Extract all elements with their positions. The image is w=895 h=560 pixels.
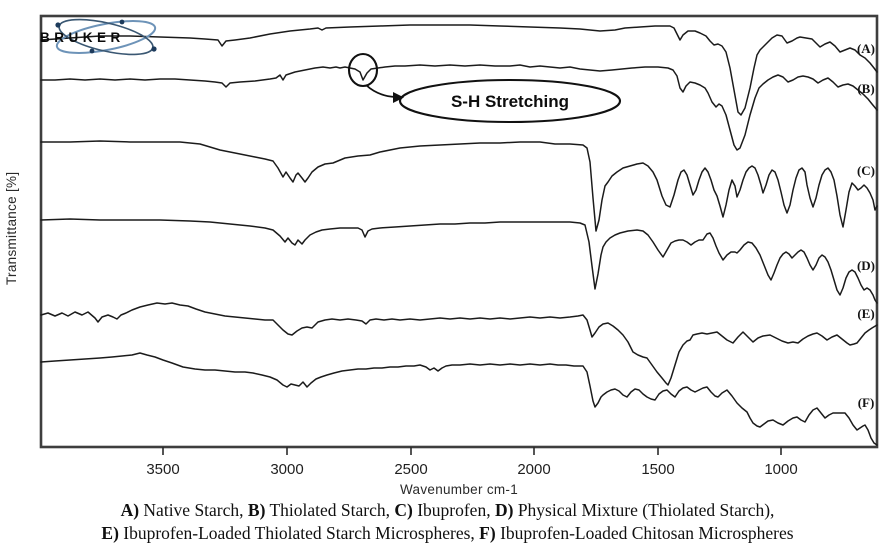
caption-key: D) <box>494 500 514 520</box>
bruker-orbit-icon <box>55 18 157 56</box>
caption-line-2: E) Ibuprofen-Loaded Thiolated Starch Mic… <box>101 523 794 543</box>
x-tick-label-1000: 1000 <box>764 461 797 478</box>
spectra-curves <box>40 24 878 446</box>
series-label-e: (E) <box>857 306 874 321</box>
x-axis-ticks: 3500 3000 2500 2000 1500 1000 <box>146 447 798 478</box>
spectra-plot-area: 3500 3000 2500 2000 1500 1000 (A) (B) (C) (D) (E)… <box>39 14 879 478</box>
spectrum-curve-a <box>40 24 878 116</box>
x-axis-label: Wavenumber cm-1 <box>399 482 519 497</box>
spectrum-curve-b <box>40 64 878 151</box>
series-label-b: (B) <box>857 81 874 96</box>
series-label-a: (A) <box>857 41 875 56</box>
caption-key: B) <box>247 500 266 520</box>
sh-stretching-annotation: S-H Stretching <box>347 52 622 124</box>
series-label-c: (C) <box>857 163 875 178</box>
sh-annotation-ellipse <box>398 78 622 124</box>
spectrum-curve-d <box>40 218 878 304</box>
figure-caption: A) Native Starch, B) Thiolated Starch, C… <box>0 499 895 545</box>
sh-annotation-label: S-H Stretching <box>451 92 569 111</box>
bruker-logo: BRUKER <box>40 18 157 56</box>
caption-key: E) <box>101 523 119 543</box>
x-tick-label-2000: 2000 <box>517 461 550 478</box>
spectrum-curve-f <box>40 352 878 446</box>
caption-key: C) <box>394 500 413 520</box>
x-tick-label-3000: 3000 <box>270 461 303 478</box>
bruker-logo-text: BRUKER <box>40 30 125 45</box>
caption-line-1: A) Native Starch, B) Thiolated Starch, C… <box>120 500 775 520</box>
x-tick-label-1500: 1500 <box>641 461 674 478</box>
series-label-f: (F) <box>858 395 875 410</box>
caption-key: F) <box>479 523 496 543</box>
spectrum-curve-e <box>40 302 878 386</box>
caption-key: A) <box>120 500 140 520</box>
x-tick-label-2500: 2500 <box>394 461 427 478</box>
series-labels: (A) (B) (C) (D) (E) (F) <box>857 41 875 410</box>
sh-feature-circle <box>347 52 379 88</box>
sh-arrow <box>365 84 396 98</box>
sh-arrowhead-icon <box>393 92 404 103</box>
x-tick-label-3500: 3500 <box>146 461 179 478</box>
y-axis-label: Transmittance [%] <box>4 171 19 285</box>
spectrum-curve-c <box>40 140 878 232</box>
series-label-d: (D) <box>857 258 875 273</box>
plot-frame <box>39 14 879 449</box>
